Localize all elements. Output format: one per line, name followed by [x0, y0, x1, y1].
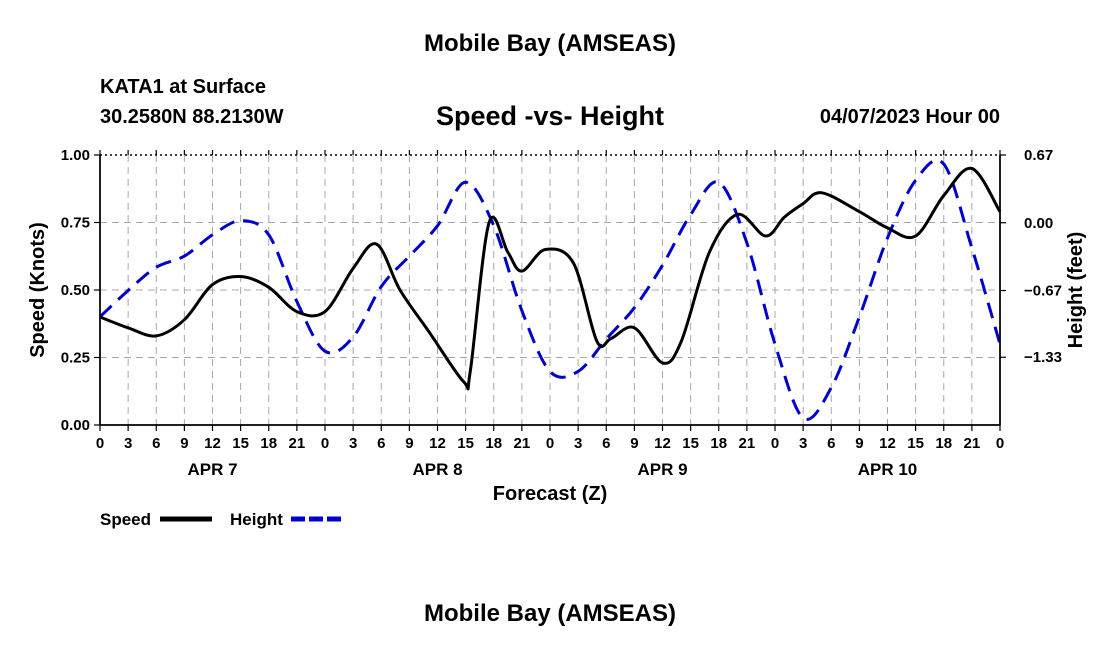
x-tick-label: 3	[574, 435, 582, 452]
x-tick-label: 15	[457, 435, 474, 452]
y2-axis-label: Height (feet)	[1065, 232, 1087, 349]
y2-tick-label: 0.00	[1024, 215, 1053, 232]
grid-lines	[100, 155, 1000, 425]
x-tick-label: 15	[682, 435, 699, 452]
y2-tick-label: −0.67	[1024, 283, 1062, 300]
x-tick-label: 6	[827, 435, 835, 452]
x-axis-label: Forecast (Z)	[493, 483, 607, 505]
x-tick-label: 0	[546, 435, 554, 452]
y-tick-label: 0.00	[61, 417, 90, 434]
y-tick-label: 0.75	[61, 215, 90, 232]
x-tick-label: 21	[739, 435, 756, 452]
x-tick-label: 12	[654, 435, 671, 452]
x-tick-label: 15	[907, 435, 924, 452]
x-tick-label: 18	[485, 435, 502, 452]
x-tick-label: 21	[514, 435, 531, 452]
x-tick-label: 18	[260, 435, 277, 452]
legend-height-label: Height	[230, 510, 283, 529]
station-label: KATA1 at Surface	[100, 76, 266, 98]
legend: Speed Height	[100, 510, 343, 529]
x-tick-label: 0	[771, 435, 779, 452]
x-tick-label: 6	[152, 435, 160, 452]
bottom-title: Mobile Bay (AMSEAS)	[423, 600, 677, 627]
coordinates-label: 30.2580N 88.2130W	[100, 106, 284, 128]
main-title: Mobile Bay (AMSEAS)	[423, 30, 677, 57]
x-tick-label: 3	[349, 435, 357, 452]
x-tick-label: 12	[204, 435, 221, 452]
axes: 0 3 6 9 12 15 18 21 0 3 6 9 12 15 18 21 0 3 6 9 12 15 18 21 0 3 6 9…	[61, 147, 1062, 479]
x-tick-label: 21	[964, 435, 981, 452]
y-axis-label: Speed (Knots)	[27, 222, 49, 358]
y2-tick-label: 0.67	[1024, 147, 1053, 164]
x-tick-label: 9	[405, 435, 413, 452]
day-label: APR 10	[858, 460, 918, 479]
x-tick-label: 15	[232, 435, 249, 452]
x-tick-label: 12	[429, 435, 446, 452]
speed-series-line	[99, 166, 1002, 391]
x-tick-label: 12	[879, 435, 896, 452]
y-tick-label: 0.25	[61, 350, 90, 367]
day-label: APR 7	[187, 460, 237, 479]
x-tick-label: 21	[289, 435, 306, 452]
x-tick-label: 18	[710, 435, 727, 452]
x-tick-label: 6	[377, 435, 385, 452]
chart-title: Speed -vs- Height	[435, 101, 665, 131]
day-label: APR 8	[412, 460, 462, 479]
run-time-label: 04/07/2023 Hour 00	[819, 106, 1000, 128]
x-tick-label: 9	[630, 435, 638, 452]
legend-speed-label: Speed	[100, 510, 151, 529]
x-tick-label: 3	[124, 435, 132, 452]
y-tick-label: 0.50	[61, 282, 90, 299]
x-tick-label: 6	[602, 435, 610, 452]
x-tick-label: 3	[799, 435, 807, 452]
x-tick-label: 0	[96, 435, 104, 452]
x-tick-label: 18	[935, 435, 952, 452]
day-label: APR 9	[637, 460, 687, 479]
y-tick-label: 1.00	[61, 147, 90, 164]
series-layer	[98, 158, 1002, 421]
x-tick-label: 9	[180, 435, 188, 452]
x-tick-label: 9	[855, 435, 863, 452]
x-tick-label: 0	[321, 435, 329, 452]
y2-tick-label: −1.33	[1024, 349, 1062, 366]
x-tick-label: 0	[996, 435, 1004, 452]
